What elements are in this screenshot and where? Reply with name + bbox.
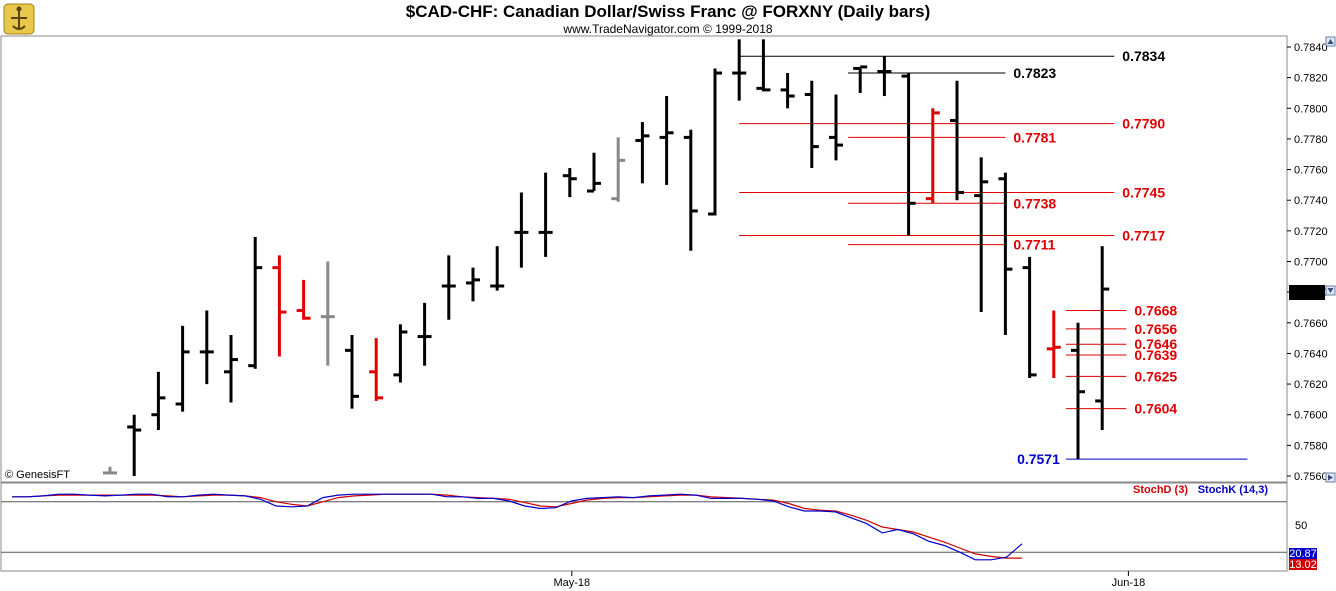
level-label: 0.7834 (1122, 48, 1165, 64)
stochd-value: 13.02 (1289, 559, 1317, 571)
stochastic-panel (1, 493, 1287, 561)
price-tick-label: 0.7580 (1294, 440, 1328, 452)
price-tick-label: 0.7660 (1294, 318, 1328, 330)
price-bars (103, 39, 1110, 476)
price-tick-label: 0.7700 (1294, 257, 1328, 269)
level-lines: 0.7834 0.7823 0.7790 0.7781 0.7745 0.7738 0.77… (739, 48, 1248, 467)
stochk-line (12, 493, 1023, 561)
stochk-value-box (1289, 548, 1317, 559)
level-label: 0.7738 (1013, 195, 1056, 211)
level-label: 0.7781 (1013, 129, 1056, 145)
price-tick-label: 0.7740 (1294, 195, 1328, 207)
last-price-label: 0.7682 (1290, 288, 1324, 300)
price-tick-label: 0.7720 (1294, 226, 1328, 238)
stochk-legend: StochK (14,3) (1198, 484, 1269, 496)
stoch-tick-50: 50 (1295, 520, 1307, 532)
price-tick-label: 0.7600 (1294, 410, 1328, 422)
level-label: 0.7745 (1122, 185, 1165, 201)
price-tick-label: 0.7840 (1294, 42, 1328, 54)
price-tick-label: 0.7800 (1294, 103, 1328, 115)
price-tick-label: 0.7760 (1294, 165, 1328, 177)
date-tick-label: Jun-18 (1112, 577, 1146, 589)
last-price-box (1289, 285, 1325, 300)
level-label: 0.7571 (1017, 451, 1060, 467)
stochd-value-box (1289, 559, 1317, 570)
level-label: 0.7656 (1134, 321, 1177, 337)
scroll-right-button[interactable] (1325, 472, 1336, 483)
level-label: 0.7711 (1013, 237, 1055, 253)
date-tick-label: May-18 (553, 577, 590, 589)
price-tick-label: 0.7620 (1294, 379, 1328, 391)
level-label: 0.7646 (1134, 336, 1177, 352)
price-tick-label: 0.7780 (1294, 134, 1328, 146)
watermark: © GenesisFT (5, 469, 70, 481)
level-label: 0.7823 (1013, 65, 1056, 81)
price-tick-label: 0.7820 (1294, 73, 1328, 85)
chart-title: $CAD-CHF: Canadian Dollar/Swiss Franc @ … (406, 2, 931, 21)
scroll-up-button[interactable] (1325, 36, 1336, 47)
level-label: 0.7668 (1134, 303, 1177, 319)
stochk-value: 20.87 (1289, 548, 1317, 560)
genesis-logo-icon (3, 3, 35, 35)
price-axis: 0.7560 0.7580 0.7600 0.7620 0.7640 0.7660 0.76… (1287, 42, 1328, 483)
stochd-legend: StochD (3) (1133, 484, 1188, 496)
level-label: 0.7790 (1122, 116, 1165, 132)
level-label: 0.7639 (1134, 347, 1177, 363)
level-label: 0.7717 (1122, 227, 1165, 243)
price-tick-label: 0.7560 (1294, 471, 1328, 483)
level-label: 0.7604 (1134, 401, 1177, 417)
date-axis: May-18 Jun-18 (553, 571, 1145, 589)
scroll-down-button[interactable] (1325, 285, 1336, 296)
price-tick-label: 0.7640 (1294, 348, 1328, 360)
chart-subtitle: www.TradeNavigator.com © 1999-2018 (562, 22, 772, 36)
level-label: 0.7625 (1134, 368, 1177, 384)
